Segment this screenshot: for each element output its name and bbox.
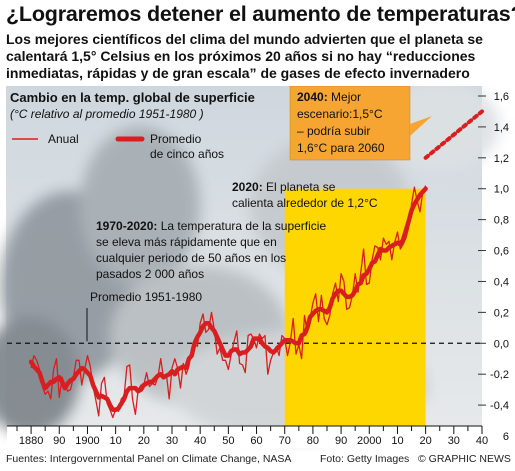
annotation-2020-line: calienta alrededor de 1,2°C [232, 196, 378, 210]
x-tick-label: 30 [448, 435, 460, 447]
y-tick-label: 1,2 [494, 153, 509, 165]
callout-2040-line: – podría subir [297, 124, 370, 138]
photo-credit: Foto: Getty Images [320, 453, 410, 465]
chart-title: Cambio en la temp. global de superficie [10, 90, 255, 105]
x-tick-label: 80 [307, 435, 319, 447]
x-tick-label: 40 [476, 435, 488, 447]
subtitle-line: inmediatas, rápidas y de gran escala” de… [6, 65, 470, 81]
x-tick-label: 90 [53, 435, 65, 447]
annotation-1970-2020-line: pasados 2 000 años [96, 267, 204, 281]
x-tick-label: 50 [222, 435, 234, 447]
x-tick-label: 10 [391, 435, 403, 447]
x-tick-label: 40 [194, 435, 206, 447]
annotation-1970-2020: 1970-2020: La temperatura de la superfic… [96, 219, 326, 233]
annotation-2020: 2020: El planeta se [232, 180, 336, 194]
x-tick-label: 2000 [357, 435, 381, 447]
callout-2040-text: 2040: Mejor [297, 90, 361, 104]
x-tick-label: 10 [110, 435, 122, 447]
y-tick-label: -0,4 [490, 400, 509, 412]
y-tick-label: 0,0 [494, 338, 509, 350]
x-tick-label: 70 [279, 435, 291, 447]
annotation-1970-2020-line: se eleva más rápidamente que en [96, 235, 277, 249]
y-tick-label: 0,8 [494, 215, 509, 227]
x-tick-label: 1900 [75, 435, 99, 447]
y-tick-label: -0,2 [490, 369, 509, 381]
y-tick-label: 0,4 [494, 276, 509, 288]
legend-five-year-label: Promedio [150, 132, 202, 146]
series-projection-line [423, 109, 484, 160]
x-axis-band [7, 426, 502, 448]
x-tick-label: 90 [335, 435, 347, 447]
y-tick-label: 1,6 [494, 91, 509, 103]
callout-2040-pointer [410, 116, 432, 136]
x-tick-label: 20 [420, 435, 432, 447]
y-tick-label: 0,6 [494, 246, 509, 258]
chart-header: Cambio en la temp. global de superficie … [10, 90, 255, 161]
chart-units: (°C relativo al promedio 1951-1980 ) [10, 107, 204, 121]
subtitle-line: Los mejores científicos del clima del mu… [6, 31, 483, 47]
series-annual-line [30, 185, 427, 419]
legend-five-year-label-2: de cinco años [150, 147, 224, 161]
x-tick-label: 30 [166, 435, 178, 447]
page-title: ¿Lograremos detener el aumento de temper… [6, 2, 515, 26]
series-five-year-line [28, 186, 428, 412]
highlight-1970-2020 [284, 188, 426, 426]
x-tick-label: 20 [138, 435, 150, 447]
callout-2040-box [289, 86, 411, 161]
y-tick-label: 1,4 [494, 122, 509, 134]
subtitle-line: calentará 1,5° Celsius en los próximos 2… [6, 48, 476, 64]
callout-2040-line: escenario:1,5°C [297, 107, 383, 121]
baseline-label: Promedio 1951-1980 [90, 290, 202, 304]
x-tick-label: 60 [250, 435, 262, 447]
x-tick-label: 1880 [19, 435, 43, 447]
source-note: Fuentes: Intergovernmental Panel on Clim… [6, 453, 292, 465]
copyright-note: © GRAPHIC NEWS [418, 453, 511, 465]
temperature-chart: -0,6-0,4-0,20,00,20,40,60,81,01,21,41,61… [0, 86, 509, 448]
page-subtitle: Los mejores científicos del clima del mu… [6, 31, 512, 82]
y-tick-label: 1,0 [494, 184, 509, 196]
y-tick-label: 0,2 [494, 307, 509, 319]
annotation-1970-2020-line: cualquier periodo de 50 años en los [96, 251, 286, 265]
legend-annual-label: Anual [48, 132, 79, 146]
callout-2040-line: 1,6°C para 2060 [297, 141, 385, 155]
